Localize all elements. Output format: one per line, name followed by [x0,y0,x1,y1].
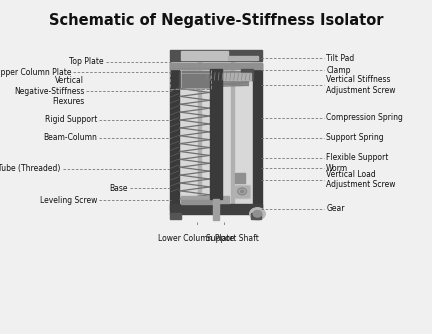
Bar [170,213,181,219]
Text: Schematic of Negative-Stiffness Isolator: Schematic of Negative-Stiffness Isolator [49,13,383,28]
Bar [182,85,211,87]
Bar [181,196,229,203]
Bar [181,51,228,60]
Bar [179,71,197,88]
Text: Base: Base [109,184,127,192]
Text: Gear: Gear [326,204,345,213]
Text: Rigid Support: Rigid Support [45,115,97,124]
Circle shape [250,208,265,220]
Bar [205,73,251,80]
Bar [231,62,234,210]
Text: Lower Column Plate: Lower Column Plate [159,234,235,243]
Text: Beam-Column: Beam-Column [43,133,97,142]
Text: Clamp: Clamp [326,66,351,74]
Bar [182,82,211,84]
Text: Upper Column Plate: Upper Column Plate [0,68,71,76]
Circle shape [253,210,262,217]
Bar [253,63,262,210]
Circle shape [240,190,244,193]
Bar [182,71,211,72]
Text: Vertical Load
Adjustment Screw: Vertical Load Adjustment Screw [326,170,396,189]
Text: Compression Spring: Compression Spring [326,114,403,122]
Bar [170,204,262,214]
Text: Vertical
Negative-Stiffness
Flexures: Vertical Negative-Stiffness Flexures [14,76,84,106]
Bar [181,200,216,204]
Text: Vertical Stiffness
Adjustment Screw: Vertical Stiffness Adjustment Screw [326,75,396,95]
Bar [170,63,179,210]
Bar [170,50,262,61]
Bar [235,185,250,198]
Bar [235,186,249,197]
Text: Support Shaft: Support Shaft [206,234,258,243]
Bar [210,69,222,199]
Bar [179,55,253,212]
Text: Support Spring: Support Spring [326,133,384,142]
Bar [213,199,219,220]
Bar [182,76,211,78]
Bar [241,69,253,80]
Bar [235,173,245,183]
Bar [182,79,211,81]
Bar [181,71,212,88]
Text: Leveling Screw: Leveling Screw [40,196,97,205]
Text: Tilt Pad: Tilt Pad [326,54,354,63]
Bar [228,56,258,60]
Bar [198,62,201,210]
Text: Top Plate: Top Plate [69,57,104,66]
Text: Flexible Support: Flexible Support [326,153,388,162]
Bar [170,63,262,69]
Text: Support Tube (Threaded): Support Tube (Threaded) [0,164,60,173]
Bar [251,213,261,219]
Bar [170,68,211,89]
Bar [182,73,211,75]
Text: Worm: Worm [326,164,348,173]
